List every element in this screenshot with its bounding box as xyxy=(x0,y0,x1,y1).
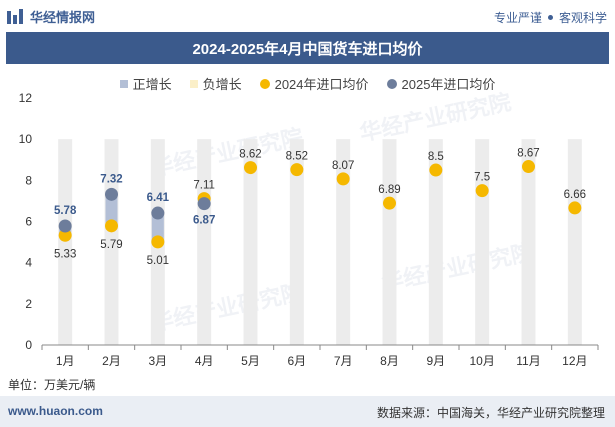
x-tick-label: 4月 xyxy=(195,354,214,368)
legend-swatch-2025 xyxy=(386,78,397,89)
x-tick-label: 9月 xyxy=(426,354,445,368)
y-tick-label: 6 xyxy=(25,215,32,229)
legend-swatch-pos xyxy=(119,79,128,88)
legend-label-neg: 负增长 xyxy=(202,77,242,92)
slogan-right: 客观科学 xyxy=(558,11,607,25)
background-bar xyxy=(382,139,397,345)
background-bar xyxy=(567,139,582,345)
background-bar xyxy=(521,139,536,345)
brand-logo-icon xyxy=(7,8,23,24)
point-2025 xyxy=(151,206,165,220)
background-bar xyxy=(475,139,490,345)
point-2024 xyxy=(290,163,304,177)
y-tick-label: 10 xyxy=(19,132,33,146)
label-2024: 7.11 xyxy=(193,180,215,192)
x-tick-label: 1月 xyxy=(56,354,75,368)
x-tick-label: 6月 xyxy=(287,354,306,368)
y-tick-label: 8 xyxy=(25,173,32,187)
legend-item-pos: 正增长 xyxy=(119,74,172,93)
point-2024 xyxy=(58,228,72,242)
legend-swatch-2024 xyxy=(259,78,270,89)
x-tick-label: 10月 xyxy=(469,354,494,368)
chart-legend: 正增长 负增长 2024年进口均价 2025年进口均价 xyxy=(0,74,615,93)
background-bar xyxy=(58,139,73,345)
top-bar: 华经情报网 专业严谨 客观科学 xyxy=(0,0,615,32)
background-bar xyxy=(289,139,304,345)
background-bar xyxy=(336,139,351,345)
label-2024: 8.52 xyxy=(286,151,308,163)
slogan: 专业严谨 客观科学 xyxy=(494,9,607,26)
point-2024 xyxy=(522,160,535,174)
point-2024 xyxy=(568,201,582,215)
label-2025: 6.41 xyxy=(147,192,170,204)
slogan-left: 专业严谨 xyxy=(493,11,542,25)
legend-swatch-neg xyxy=(189,79,198,88)
x-tick-label: 7月 xyxy=(334,354,353,368)
point-2024 xyxy=(429,163,443,177)
label-2024: 5.01 xyxy=(147,255,169,267)
footer: www.huaon.com 数据来源：中国海关，华经产业研究院整理 xyxy=(0,396,615,427)
label-2024: 6.66 xyxy=(564,189,586,201)
label-2025: 7.32 xyxy=(100,173,122,185)
positive-growth-bar xyxy=(151,213,164,242)
legend-item-2024: 2024年进口均价 xyxy=(259,74,369,93)
label-2024: 5.79 xyxy=(100,239,122,251)
label-2024: 7.5 xyxy=(474,172,490,184)
label-2024: 8.5 xyxy=(428,151,444,163)
point-2024 xyxy=(244,161,257,175)
point-2024 xyxy=(151,235,165,249)
point-2024 xyxy=(475,184,489,198)
label-2024: 5.33 xyxy=(54,248,76,260)
point-2025 xyxy=(105,187,118,201)
y-tick-label: 2 xyxy=(25,297,32,311)
point-2024 xyxy=(383,196,396,210)
chart-canvas: 0 2 4 6 8 10 12 1月 2月 3月 4月 5月 6月 7月 8月 9月 10月 11月 12月 5.33… xyxy=(19,91,599,368)
label-2024: 8.67 xyxy=(517,148,539,160)
legend-label-pos: 正增长 xyxy=(132,77,172,92)
positive-growth-bar xyxy=(105,194,118,226)
point-2024 xyxy=(105,219,118,233)
brand-name: 华经情报网 xyxy=(30,10,96,25)
label-2025: 6.87 xyxy=(193,215,215,227)
brand: 华经情报网 xyxy=(6,7,95,26)
legend-item-neg: 负增长 xyxy=(189,74,242,93)
point-2025 xyxy=(58,219,72,233)
legend-label-2025: 2025年进口均价 xyxy=(401,77,496,92)
label-2024: 8.62 xyxy=(239,149,261,161)
label-2024: 6.89 xyxy=(378,184,400,196)
label-2025: 5.78 xyxy=(54,205,77,217)
x-tick-label: 8月 xyxy=(380,354,399,368)
y-tick-label: 12 xyxy=(19,91,33,105)
background-bar xyxy=(428,139,443,345)
background-bar xyxy=(243,139,258,345)
y-tick-label: 0 xyxy=(25,338,32,352)
label-2024: 8.07 xyxy=(332,160,354,172)
x-tick-label: 5月 xyxy=(241,354,260,368)
website-link[interactable]: www.huaon.com xyxy=(8,404,103,418)
unit-label: 单位：万美元/辆 xyxy=(8,378,96,392)
x-tick-label: 12月 xyxy=(562,354,587,368)
chart-title: 2024-2025年4月中国货车进口均价 xyxy=(6,32,609,64)
background-bar xyxy=(197,139,212,345)
x-tick-label: 3月 xyxy=(148,354,167,368)
legend-item-2025: 2025年进口均价 xyxy=(386,74,496,93)
slogan-dot-icon xyxy=(547,15,553,20)
legend-label-2024: 2024年进口均价 xyxy=(274,77,369,92)
x-tick-label: 11月 xyxy=(516,354,540,368)
x-tick-label: 2月 xyxy=(102,354,121,368)
y-tick-label: 4 xyxy=(25,256,32,270)
point-2025 xyxy=(197,197,211,211)
point-2024 xyxy=(336,172,350,186)
data-source: 数据来源：中国海关，华经产业研究院整理 xyxy=(376,406,605,420)
